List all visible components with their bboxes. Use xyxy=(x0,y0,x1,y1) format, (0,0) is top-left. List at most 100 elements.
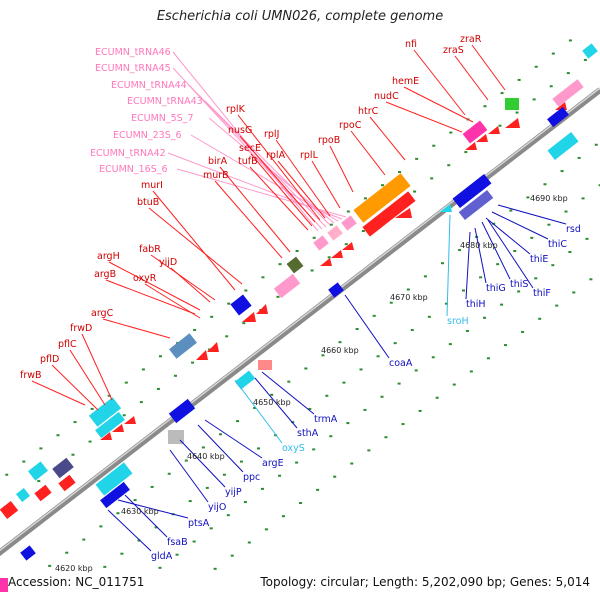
tick-mark xyxy=(22,460,26,463)
tick-mark xyxy=(447,164,451,167)
tick-mark xyxy=(355,328,359,330)
tick-mark xyxy=(239,460,243,463)
leader-line xyxy=(170,267,211,303)
gene-arrow xyxy=(488,126,500,134)
tick-mark xyxy=(549,85,553,88)
tick-mark xyxy=(264,528,268,531)
gene-label-reverse: thiH xyxy=(466,299,486,310)
tick-mark xyxy=(225,335,229,338)
leader-line xyxy=(204,419,263,459)
leader-line xyxy=(350,130,386,176)
tick-mark xyxy=(167,472,171,475)
tick-mark xyxy=(90,407,94,410)
gene-arrow xyxy=(112,424,124,432)
tick-mark xyxy=(139,401,143,404)
gene-block xyxy=(230,294,252,316)
tick-mark xyxy=(413,190,417,193)
tick-mark xyxy=(321,354,325,357)
gene-label-forward: rplL xyxy=(300,150,319,161)
figure-title: Escherichia coli UMN026, complete genome xyxy=(156,9,444,24)
tick-mark xyxy=(543,183,547,186)
leader-line xyxy=(105,279,196,315)
gene-arrow xyxy=(476,134,488,142)
gene-arrow xyxy=(331,250,343,258)
tick-mark xyxy=(188,500,192,503)
leader-line xyxy=(148,207,243,285)
leader-line xyxy=(413,49,466,116)
tick-mark xyxy=(515,111,519,114)
gene-label-forward: argB xyxy=(94,269,116,280)
gene-label-forward: oxyR xyxy=(133,273,157,284)
leader-line xyxy=(491,211,549,240)
gene-label-forward: rpoB xyxy=(318,135,340,146)
gene-label-forward: zraS xyxy=(443,45,464,56)
tick-mark xyxy=(316,488,320,491)
tick-mark xyxy=(122,414,126,417)
scale-label: 4660 kbp xyxy=(321,346,359,355)
gene-label-forward: fabR xyxy=(139,244,161,255)
tick-mark xyxy=(435,396,439,399)
tick-mark xyxy=(367,449,371,452)
gene-labels: ECUMN_tRNA46 ECUMN_tRNA45 ECUMN_tRNA44 ECUM… xyxy=(20,34,581,562)
tick-mark xyxy=(504,344,507,347)
gene-label-reverse: gldA xyxy=(151,551,173,562)
tick-mark xyxy=(430,177,434,180)
gene-arrow xyxy=(242,312,256,322)
tick-mark xyxy=(363,408,367,411)
tick-mark xyxy=(344,243,348,246)
gene-block xyxy=(15,487,31,503)
tick-mark xyxy=(247,541,251,544)
gene-label-reverse: rsd xyxy=(566,224,581,235)
tick-mark xyxy=(432,144,436,147)
leader-line xyxy=(487,219,534,289)
gene-label-rna: ECUMN_5S_7 xyxy=(131,113,194,124)
gene-arrow xyxy=(320,258,332,266)
tick-mark xyxy=(150,485,154,488)
tick-mark xyxy=(509,209,513,212)
gene-block xyxy=(353,173,411,223)
leader-line xyxy=(446,214,451,317)
genome-backbone-highlight xyxy=(0,87,600,552)
leader-line xyxy=(254,377,298,429)
gene-label-forward: pflC xyxy=(58,339,77,350)
gene-block xyxy=(313,235,329,251)
tick-mark xyxy=(244,289,248,292)
gene-arrow xyxy=(100,432,112,440)
gene-arrow xyxy=(465,142,477,150)
genome-summary: Topology: circular; Length: 5,202,090 bp… xyxy=(260,575,590,589)
tick-mark xyxy=(201,446,205,449)
tick-tracks xyxy=(3,39,600,570)
tick-mark xyxy=(329,223,333,226)
gene-label-forward: argC xyxy=(91,308,114,319)
gene-block xyxy=(58,474,76,492)
gene-label-forward: nudC xyxy=(374,91,399,102)
gene-label-reverse: thiC xyxy=(548,239,567,250)
gene-label-forward: tufB xyxy=(238,156,258,167)
leader-line xyxy=(275,139,331,217)
tick-mark xyxy=(486,357,490,360)
tick-mark xyxy=(568,251,572,253)
genome-backbone xyxy=(0,87,600,557)
gene-label-reverse: yijP xyxy=(225,487,242,498)
scale-label: 4640 kbp xyxy=(187,452,225,461)
tick-mark xyxy=(133,499,137,502)
tick-mark xyxy=(423,275,427,278)
leader-line xyxy=(197,424,244,473)
tick-mark xyxy=(287,380,291,383)
leader-line xyxy=(152,190,236,291)
tick-mark xyxy=(585,237,589,240)
tick-mark xyxy=(427,315,431,318)
gene-label-reverse: coaA xyxy=(389,358,413,369)
leader-line xyxy=(51,364,99,411)
gene-block xyxy=(362,191,416,237)
tick-mark xyxy=(418,409,422,412)
tick-mark xyxy=(227,302,231,305)
tick-mark xyxy=(56,434,60,437)
tick-mark xyxy=(462,289,465,292)
tick-mark xyxy=(479,276,483,279)
gene-label-forward: secE xyxy=(239,143,261,154)
gene-label-reverse: fsaB xyxy=(167,537,188,548)
tick-mark xyxy=(517,290,521,293)
gene-label-forward: htrC xyxy=(358,106,379,117)
